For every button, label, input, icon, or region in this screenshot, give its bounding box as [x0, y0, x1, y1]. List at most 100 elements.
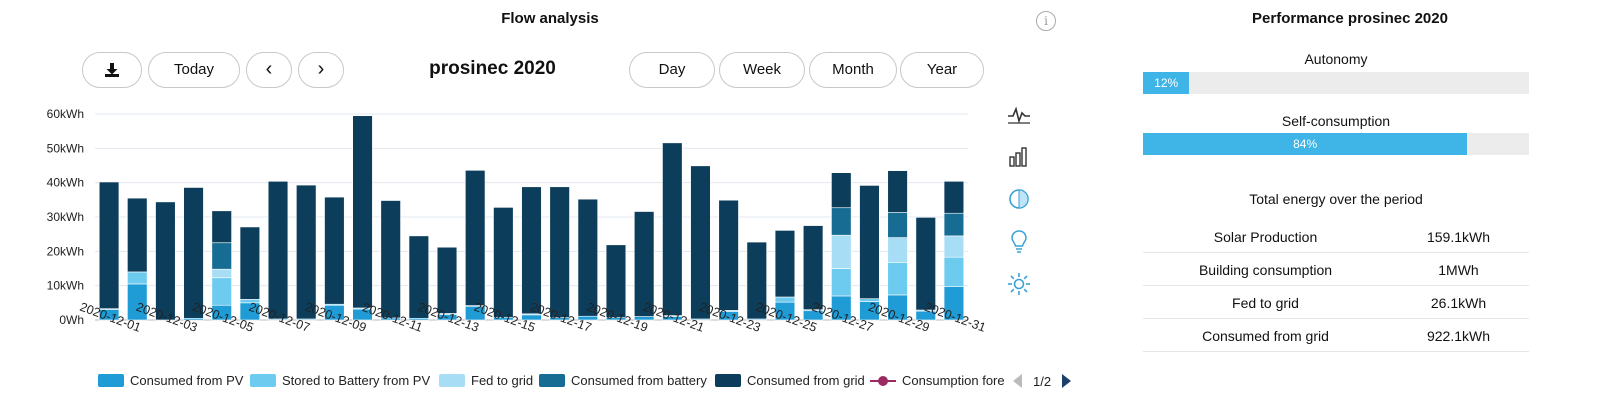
bar-segment	[690, 165, 711, 320]
legend-label: Stored to Battery from PV	[282, 373, 431, 388]
line-chart-icon[interactable]	[1006, 101, 1032, 127]
bar-segment	[211, 242, 232, 270]
range-year-button[interactable]: Year	[900, 52, 984, 88]
bar-segment	[296, 184, 317, 320]
bar-segment	[831, 207, 852, 236]
period-title: prosinec 2020	[429, 58, 556, 79]
bar-segment	[774, 230, 796, 298]
info-icon[interactable]: i	[1036, 11, 1056, 31]
y-tick-label: 50kWh	[47, 141, 84, 155]
bar-segment	[267, 180, 289, 320]
bar-segment	[633, 211, 655, 317]
bar-segment	[127, 271, 148, 285]
autonomy-progress-bar: 12%	[1143, 72, 1529, 94]
bar-segment	[436, 246, 458, 314]
y-tick-label: 60kWh	[47, 107, 84, 121]
bar-segment	[887, 212, 908, 238]
legend-label: Fed to grid	[471, 373, 534, 388]
bar-segment	[408, 235, 430, 319]
bar-segment	[718, 199, 739, 311]
legend-swatch	[715, 374, 741, 387]
bar-segment	[859, 185, 880, 300]
legend-swatch	[98, 374, 124, 387]
bar-segment	[493, 207, 514, 318]
bar-segment	[887, 262, 908, 296]
bar-segment	[211, 210, 232, 244]
autonomy-progress-fill: 12%	[1143, 72, 1190, 94]
legend-label: Consumption fore	[902, 373, 1005, 388]
stats-row-fed-to-grid: Fed to grid 26.1kWh	[1143, 286, 1529, 319]
legend-swatch	[539, 374, 565, 387]
bar-segment	[380, 200, 401, 319]
range-day-button[interactable]: Day	[629, 52, 715, 88]
legend-label: Consumed from PV	[130, 373, 244, 388]
y-tick-label: 20kWh	[47, 244, 84, 258]
stats-row-solar-production: Solar Production 159.1kWh	[1143, 220, 1529, 253]
bar-segment	[211, 277, 232, 306]
legend-label: Consumed from battery	[571, 373, 707, 388]
flow-bar-chart: 0Wh10kWh20kWh30kWh40kWh50kWh60kWh2020-12…	[47, 107, 988, 335]
bar-segment	[98, 181, 120, 309]
self-consumption-progress-fill: 84%	[1143, 133, 1468, 155]
stats-value: 26.1kWh	[1430, 295, 1487, 311]
bar-segment	[549, 186, 570, 318]
y-tick-label: 40kWh	[47, 176, 84, 190]
bar-segment	[211, 268, 232, 279]
y-tick-label: 30kWh	[47, 210, 84, 224]
autonomy-label: Autonomy	[1304, 51, 1368, 67]
next-period-button[interactable]: ›	[298, 52, 344, 88]
today-button[interactable]: Today	[148, 52, 240, 88]
bar-segment	[521, 186, 542, 315]
legend-swatch	[250, 374, 276, 387]
bar-segment	[746, 241, 767, 320]
bar-segment	[239, 226, 261, 300]
stats-row-consumed-from-grid: Consumed from grid 922.1kWh	[1143, 319, 1529, 352]
sun-icon[interactable]	[1006, 271, 1032, 297]
bar-segment	[831, 268, 852, 297]
download-icon	[105, 63, 119, 77]
legend-item-consumption-forecast[interactable]: Consumption fore	[870, 371, 1010, 391]
stats-value: 922.1kWh	[1426, 328, 1491, 344]
legend-swatch	[439, 374, 465, 387]
bar-segment	[943, 180, 965, 214]
stats-label: Solar Production	[1213, 229, 1318, 245]
self-consumption-label: Self-consumption	[1281, 113, 1391, 129]
bar-segment	[831, 172, 852, 209]
pager-text: 1/2	[1033, 374, 1052, 389]
stats-label: Fed to grid	[1232, 295, 1299, 311]
bar-segment	[155, 201, 176, 321]
bar-segment	[802, 225, 824, 311]
stats-label: Consumed from grid	[1202, 328, 1329, 344]
bar-chart-icon[interactable]	[1006, 143, 1032, 169]
flow-analysis-title: Flow analysis	[501, 10, 599, 27]
performance-title: Performance prosinec 2020	[1252, 10, 1448, 27]
bar-segment	[887, 170, 908, 213]
stats-row-building-consumption: Building consumption 1MWh	[1143, 253, 1529, 286]
bar-segment	[324, 196, 345, 305]
previous-period-button[interactable]: ‹	[246, 52, 292, 88]
stats-value: 159.1kWh	[1426, 229, 1491, 245]
bar-segment	[943, 212, 965, 237]
forecast-line-marker-icon	[870, 376, 896, 386]
total-energy-title: Total energy over the period	[1249, 191, 1423, 207]
bar-segment	[662, 142, 683, 316]
bar-segment	[127, 197, 148, 273]
bar-segment	[887, 237, 908, 263]
bar-segment	[831, 234, 852, 269]
y-tick-label: 10kWh	[47, 279, 84, 293]
stats-label: Building consumption	[1198, 262, 1333, 278]
stats-value: 1MWh	[1438, 262, 1479, 278]
lightbulb-icon[interactable]	[1006, 228, 1032, 254]
bar-segment	[577, 198, 598, 317]
bar-segment	[774, 296, 796, 303]
range-month-button[interactable]: Month	[809, 52, 897, 88]
bar-segment	[915, 217, 936, 311]
pager-next-icon[interactable]	[1062, 374, 1071, 388]
bar-segment	[943, 235, 965, 258]
bar-segment	[465, 170, 486, 306]
download-button[interactable]	[82, 52, 142, 88]
bar-segment	[943, 256, 965, 287]
contrast-icon[interactable]	[1006, 186, 1032, 212]
pager-prev-icon[interactable]	[1013, 374, 1022, 388]
range-week-button[interactable]: Week	[719, 52, 805, 88]
